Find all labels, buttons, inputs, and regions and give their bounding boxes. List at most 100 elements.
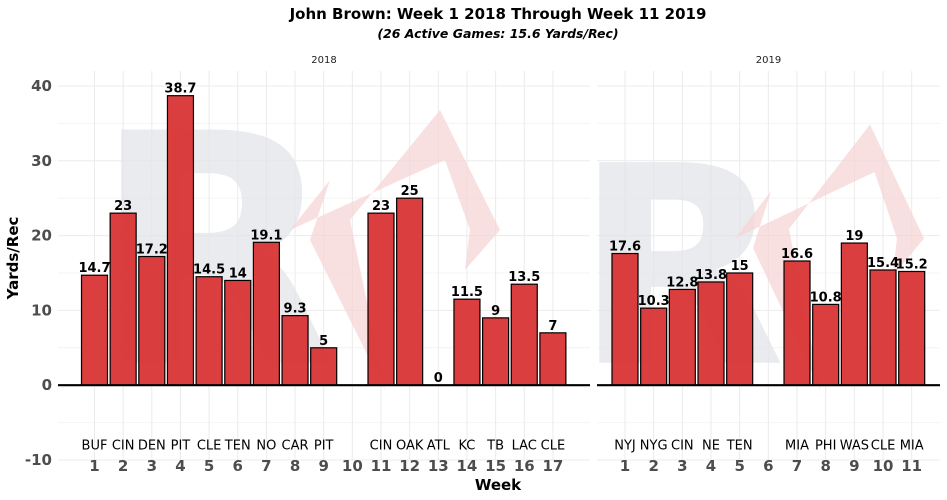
- bar: [224, 279, 252, 386]
- bar: [310, 347, 338, 386]
- chart-subtitle: (26 Active Games: 15.6 Yards/Rec): [377, 26, 618, 41]
- bar: [898, 270, 926, 386]
- bar-value-label: 15.4: [867, 256, 899, 271]
- bar-value-label: 16.6: [781, 247, 813, 262]
- x-tick-label: 7: [792, 457, 802, 475]
- opponent-label: NYJ: [614, 439, 636, 454]
- chart-title: John Brown: Week 1 2018 Through Week 11 …: [289, 5, 707, 23]
- bar: [166, 95, 195, 386]
- x-tick-label: 3: [677, 457, 687, 475]
- opponent-label: OAK: [396, 439, 424, 454]
- opponent-label: NYG: [640, 439, 668, 454]
- bar-value-label: 17.2: [136, 243, 168, 258]
- bar-value-label: 13.5: [508, 270, 540, 285]
- bar-value-label: 14.5: [193, 263, 225, 278]
- bar: [482, 317, 510, 386]
- y-tick-label: -10: [25, 451, 52, 469]
- x-tick-label: 5: [734, 457, 744, 475]
- panel-strip-label: 2019: [756, 55, 781, 66]
- opponent-label: CLE: [197, 439, 222, 454]
- opponent-label: TB: [486, 439, 504, 454]
- bar: [195, 276, 223, 386]
- x-tick-label: 13: [428, 457, 449, 475]
- bar-value-label: 11.5: [451, 285, 483, 300]
- bar: [611, 252, 639, 386]
- bar-value-label: 13.8: [695, 268, 727, 283]
- bar: [869, 269, 897, 386]
- y-tick-label: 30: [31, 152, 52, 170]
- x-tick-label: 1: [89, 457, 99, 475]
- bar: [510, 283, 538, 386]
- bar: [367, 212, 395, 386]
- bar-value-label: 23: [114, 199, 132, 214]
- x-tick-label: 2: [118, 457, 128, 475]
- opponent-label: NO: [256, 439, 276, 454]
- x-tick-label: 1: [620, 457, 630, 475]
- opponent-label: BUF: [82, 439, 108, 454]
- y-axis-label: Yards/Rec: [4, 217, 22, 301]
- opponent-label: MIA: [900, 439, 924, 454]
- panel-2019: 2019R17.6NYJ10.3NYG12.8CIN13.8NE15TEN16.…: [574, 55, 940, 475]
- y-tick-label: 20: [31, 227, 52, 245]
- opponent-label: LAC: [512, 439, 537, 454]
- opponent-label: CAR: [282, 439, 309, 454]
- bar: [80, 274, 109, 386]
- y-tick-label: 10: [31, 301, 52, 319]
- bar-value-label: 10.3: [638, 294, 670, 309]
- opponent-label: CIN: [112, 439, 135, 454]
- x-tick-label: 4: [706, 457, 716, 475]
- y-axis: -10 0 10 20 30 40: [25, 77, 52, 469]
- x-tick-label: 6: [233, 457, 243, 475]
- watermark-shape: [290, 110, 500, 390]
- bar-value-label: 19: [845, 229, 863, 244]
- opponent-label: PHI: [815, 439, 836, 454]
- x-tick-label: 8: [820, 457, 830, 475]
- bar: [252, 241, 280, 386]
- x-tick-label: 12: [399, 457, 420, 475]
- x-tick-label: 10: [873, 457, 894, 475]
- bar-value-label: 10.8: [810, 290, 842, 305]
- bar-value-label: 23: [372, 199, 390, 214]
- opponent-label: PIT: [171, 439, 191, 454]
- opponent-label: DEN: [138, 439, 166, 454]
- bar-value-label: 14.7: [78, 261, 110, 276]
- bar-value-label: 15.2: [896, 257, 928, 272]
- panel-2018: 2018R14.7BUF23CIN17.2DEN38.7PIT14.5CLE14…: [58, 55, 590, 475]
- x-tick-label: 14: [457, 457, 478, 475]
- bar: [453, 298, 481, 386]
- opponent-label: CLE: [871, 439, 896, 454]
- x-tick-label: 4: [175, 457, 185, 475]
- bar-value-label: 15: [731, 259, 749, 274]
- bar-value-label: 9.3: [284, 302, 307, 317]
- bar-value-label: 5: [319, 334, 328, 349]
- bar-value-label: 9: [491, 304, 500, 319]
- x-tick-label: 17: [542, 457, 563, 475]
- bar: [697, 281, 725, 386]
- x-tick-label: 3: [147, 457, 157, 475]
- x-tick-label: 9: [849, 457, 859, 475]
- x-tick-label: 10: [342, 457, 363, 475]
- bar-value-label: 0: [434, 371, 443, 386]
- opponent-label: CLE: [541, 439, 566, 454]
- bar-value-label: 19.1: [250, 228, 282, 243]
- x-tick-label: 11: [901, 457, 922, 475]
- x-tick-label: 2: [648, 457, 658, 475]
- opponent-label: PIT: [314, 439, 334, 454]
- opponent-label: TEN: [224, 439, 251, 454]
- x-tick-label: 9: [318, 457, 328, 475]
- x-tick-label: 6: [763, 457, 773, 475]
- bar-value-label: 17.6: [609, 240, 641, 255]
- bar: [138, 255, 166, 386]
- x-tick-label: 15: [485, 457, 506, 475]
- bar: [783, 260, 811, 386]
- opponent-label: TEN: [726, 439, 753, 454]
- opponent-label: WAS: [840, 439, 869, 454]
- opponent-label: KC: [458, 439, 475, 454]
- bar: [539, 332, 567, 386]
- bar: [812, 303, 840, 386]
- x-tick-label: 7: [261, 457, 271, 475]
- panels: 2018R14.7BUF23CIN17.2DEN38.7PIT14.5CLE14…: [58, 55, 940, 475]
- bar-value-label: 38.7: [164, 82, 196, 97]
- bar: [726, 272, 754, 386]
